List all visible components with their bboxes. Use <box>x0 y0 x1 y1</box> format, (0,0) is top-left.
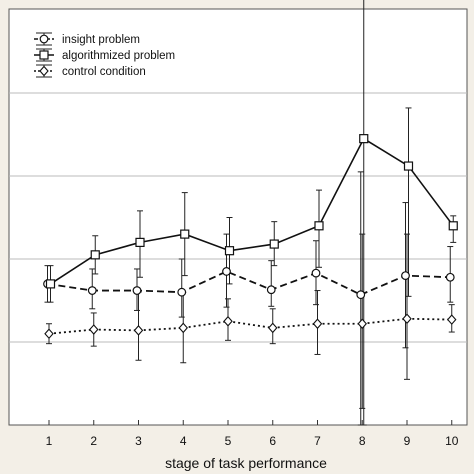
x-tick-label: 8 <box>359 434 366 448</box>
data-point <box>44 328 54 340</box>
data-point <box>312 318 323 330</box>
series-line <box>47 270 451 296</box>
series-markers <box>43 134 458 340</box>
data-point <box>39 65 49 77</box>
x-tick-label: 2 <box>90 434 97 448</box>
data-point <box>39 50 49 60</box>
plot-area <box>8 8 468 426</box>
x-axis-ticks: 1 2 3 4 5 6 7 8 9 10 <box>46 420 459 448</box>
data-point <box>89 324 99 335</box>
data-point <box>132 286 142 295</box>
data-point <box>314 221 324 231</box>
x-tick-label: 9 <box>404 434 411 448</box>
data-point <box>180 229 190 239</box>
x-tick-label: 5 <box>225 434 232 448</box>
series-lines <box>47 137 454 335</box>
data-point <box>45 279 56 289</box>
data-point <box>39 34 49 44</box>
data-point <box>268 322 278 334</box>
data-point <box>133 325 144 336</box>
data-point <box>90 250 100 260</box>
x-tick-label: 7 <box>314 434 321 448</box>
data-point <box>445 272 455 282</box>
x-tick-label: 3 <box>135 434 142 448</box>
data-point <box>266 285 276 295</box>
data-point <box>448 221 458 231</box>
data-point <box>87 286 97 295</box>
x-axis-title: stage of task performance <box>165 455 327 471</box>
x-tick-label: 6 <box>269 434 276 448</box>
data-point <box>447 314 457 325</box>
data-point <box>359 134 369 144</box>
data-point <box>135 237 145 247</box>
data-point <box>222 267 231 276</box>
data-point <box>269 239 279 249</box>
data-point <box>224 246 235 256</box>
legend-label: control condition <box>62 66 146 78</box>
legend-label: insight problem <box>62 34 140 46</box>
x-tick-label: 4 <box>180 434 187 448</box>
data-point <box>178 322 188 334</box>
data-point <box>356 290 366 300</box>
data-point <box>357 318 367 330</box>
data-point <box>402 313 412 325</box>
data-point <box>311 268 321 278</box>
data-point <box>223 315 233 327</box>
data-point <box>177 287 187 297</box>
data-point <box>401 271 410 281</box>
series-line <box>50 137 454 285</box>
gridlines <box>9 92 467 343</box>
x-tick-label: 1 <box>46 434 53 448</box>
legend-label: algorithmized problem <box>62 50 175 62</box>
legend: insight problem algorithmized problem cont… <box>34 32 175 78</box>
data-point <box>403 161 414 171</box>
x-tick-label: 10 <box>445 434 459 448</box>
